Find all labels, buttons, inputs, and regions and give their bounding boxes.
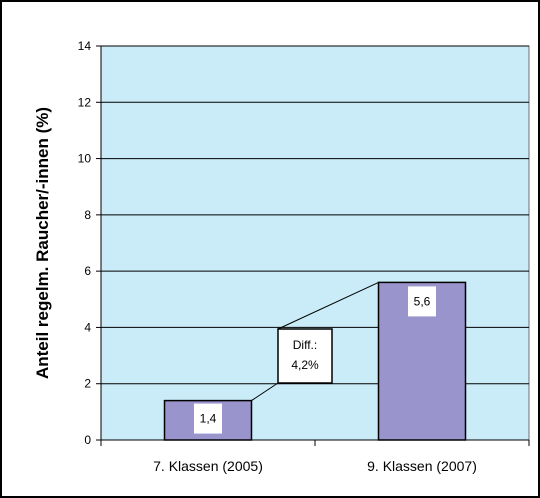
y-tick-label: 12 <box>78 95 92 109</box>
x-axis-categories: 7. Klassen (2005) 9. Klassen (2007) <box>153 458 477 474</box>
y-axis-label: Anteil regelm. Raucher/-innen (%) <box>33 107 52 379</box>
connector-line <box>277 281 379 330</box>
data-label: 1,4 <box>200 412 217 426</box>
data-label-box <box>408 286 436 317</box>
gridlines <box>101 45 529 385</box>
annotation-box <box>277 328 333 384</box>
y-tick-label: 14 <box>78 39 92 53</box>
annotation-line-2: 4,2% <box>291 358 319 372</box>
y-tick-label: 8 <box>84 208 91 222</box>
y-tick-label: 10 <box>78 152 92 166</box>
difference-annotation: Diff.: 4,2% <box>277 328 333 384</box>
category-label: 9. Klassen (2007) <box>367 458 477 474</box>
annotation-line-1: Diff.: <box>293 338 317 352</box>
y-tick-label: 2 <box>84 377 91 391</box>
data-label-box <box>194 403 222 434</box>
category-label: 7. Klassen (2005) <box>153 458 263 474</box>
bar-data-labels: 1,4 5,6 <box>194 286 436 434</box>
y-tick-label: 0 <box>84 433 91 447</box>
data-label: 5,6 <box>414 294 431 308</box>
difference-connector <box>251 281 379 402</box>
connector-line <box>251 382 279 402</box>
y-tick-label: 6 <box>84 264 91 278</box>
y-tick-label: 4 <box>84 320 91 334</box>
